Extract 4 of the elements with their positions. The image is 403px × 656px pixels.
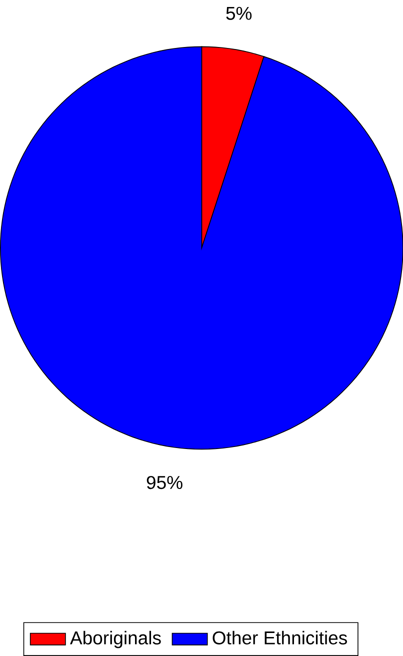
data-label: 95% [146, 476, 182, 490]
data-label: 5% [226, 6, 252, 20]
legend-label: Aboriginals [70, 630, 161, 648]
legend-label: Other Ethnicities [212, 630, 347, 644]
